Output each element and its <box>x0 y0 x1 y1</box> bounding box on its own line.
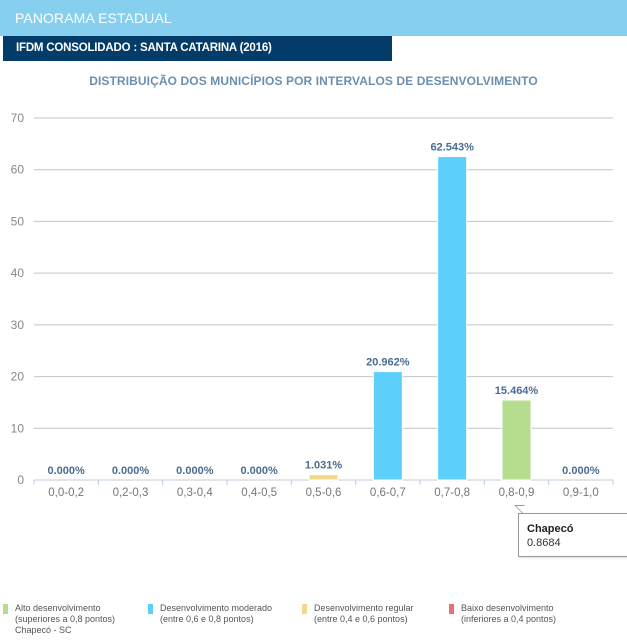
x-tick-label: 0,2-0,3 <box>113 487 149 499</box>
bar <box>308 474 339 481</box>
x-tick-label: 0,9-1,0 <box>563 487 599 499</box>
gridlines <box>34 117 613 429</box>
panel-header: PANORAMA ESTADUAL <box>0 0 627 36</box>
bar <box>437 156 468 481</box>
data-label: 0.000% <box>176 465 214 477</box>
legend-detail: (entre 0,6 e 0,8 pontos) <box>160 614 254 624</box>
bars <box>308 156 532 481</box>
data-label: 0.000% <box>241 465 279 477</box>
legend-label: Baixo desenvolvimento <box>461 603 554 613</box>
x-tick-label: 0,0-0,2 <box>48 487 84 499</box>
legend-label: Desenvolvimento moderado <box>160 603 273 613</box>
data-label: 1.031% <box>305 460 343 472</box>
legend-swatch-regular <box>302 604 307 614</box>
bar <box>372 371 403 481</box>
legend-label: Alto desenvolvimento <box>15 603 101 613</box>
legend-detail: (superiores a 0,8 pontos) <box>15 614 116 624</box>
data-label: 15.464% <box>495 385 539 397</box>
legend-detail: (entre 0,4 e 0,6 pontos) <box>314 614 408 624</box>
data-labels: 0.000% 0.000% 0.000% 0.000% 1.031% 20.962% 62.… <box>48 142 600 477</box>
tooltip-name: Chapecó <box>527 523 574 535</box>
y-tick-label: 70 <box>11 111 25 125</box>
bar <box>501 399 532 481</box>
tooltip-value: 0.8684 <box>527 537 561 549</box>
tooltip: Chapecó 0.8684 <box>518 513 627 557</box>
x-tick-label: 0,8-0,9 <box>499 487 535 499</box>
data-label: 20.962% <box>366 357 410 369</box>
legend-swatch-moderado <box>148 604 153 614</box>
y-tick-label: 50 <box>11 214 25 228</box>
x-axis: 0,0-0,2 0,2-0,3 0,3-0,4 0,4-0,5 0,5-0,6 0,6-0… <box>33 479 614 499</box>
legend-label: Desenvolvimento regular <box>314 603 414 613</box>
y-axis-ticks: 0 10 20 30 40 50 60 70 <box>11 111 25 487</box>
legend-detail: (inferiores a 0,4 pontos) <box>461 614 557 624</box>
bar-chart: 0 10 20 30 40 50 60 70 0,0-0,2 0,2-0,3 0,3-0,4 0,4… <box>11 111 614 499</box>
y-tick-label: 30 <box>11 318 25 332</box>
x-tick-label: 0,4-0,5 <box>241 487 277 499</box>
y-tick-label: 10 <box>11 421 25 435</box>
panel-subtitle: IFDM CONSOLIDADO : SANTA CATARINA (2016) <box>16 42 272 54</box>
x-tick-label: 0,7-0,8 <box>434 487 470 499</box>
legend-extra: Chapecó - SC <box>15 625 72 635</box>
legend-swatch-baixo <box>449 604 454 614</box>
x-tick-label: 0,5-0,6 <box>306 487 342 499</box>
data-label: 0.000% <box>48 465 86 477</box>
data-label: 0.000% <box>562 465 600 477</box>
x-tick-label: 0,6-0,7 <box>370 487 406 499</box>
y-tick-label: 60 <box>11 163 25 177</box>
y-tick-label: 40 <box>11 266 25 280</box>
panel-subheader: IFDM CONSOLIDADO : SANTA CATARINA (2016) <box>3 36 392 61</box>
x-tick-label: 0,3-0,4 <box>177 487 213 499</box>
y-tick-label: 0 <box>17 473 24 487</box>
y-tick-label: 20 <box>11 370 25 384</box>
legend-swatch-alto <box>3 604 8 614</box>
panel-title: PANORAMA ESTADUAL <box>15 10 172 26</box>
data-label: 0.000% <box>112 465 150 477</box>
chart-title: DISTRIBUIÇÃO DOS MUNICÍPIOS POR INTERVAL… <box>89 74 538 88</box>
data-label: 62.543% <box>430 142 474 154</box>
